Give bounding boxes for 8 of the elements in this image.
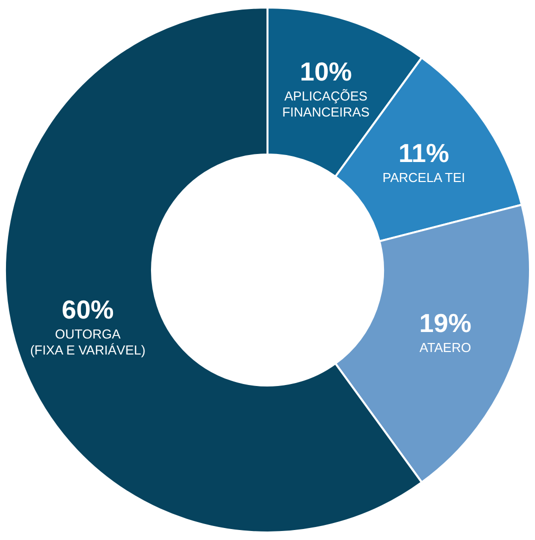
slice-label: OUTORGA (FIXA E VARIÁVEL) — [30, 326, 146, 358]
slice-label: ATAERO — [420, 340, 472, 356]
slice-label: PARCELA TEI — [382, 170, 466, 185]
data-label: 19% — [419, 308, 472, 338]
data-label: 60% — [62, 294, 114, 325]
data-label: 10% — [300, 56, 352, 86]
data-label: 11% — [398, 138, 450, 168]
slice-label: APLICAÇÕES FINANCEIRAS — [282, 88, 370, 120]
